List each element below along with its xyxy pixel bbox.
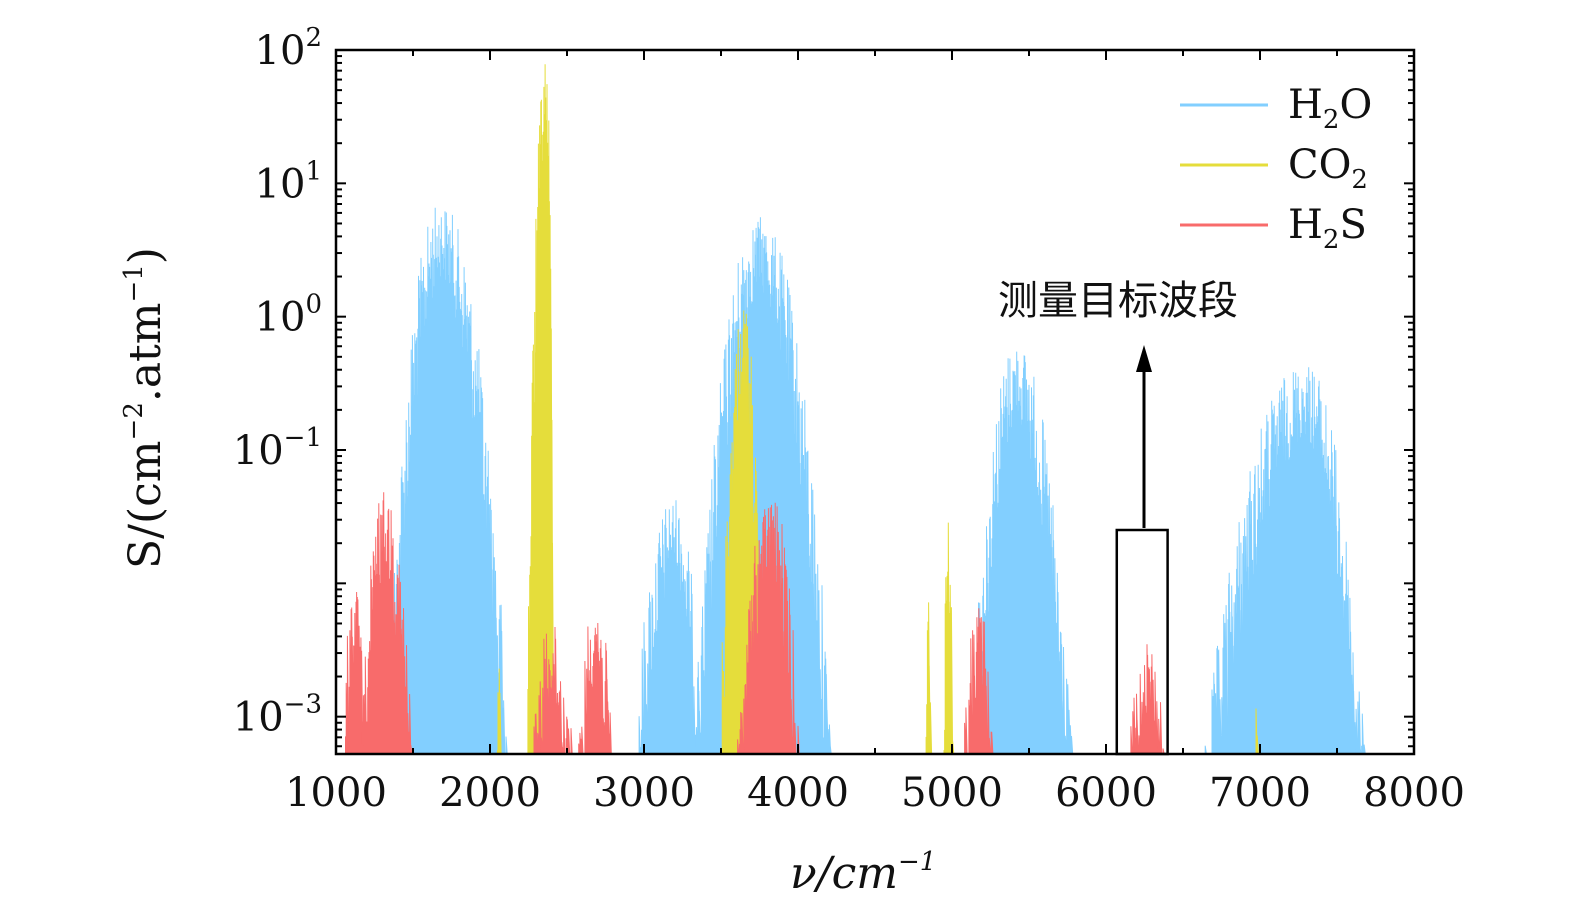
band-h2o-4 xyxy=(1198,367,1369,754)
band-co2-3 xyxy=(924,602,933,754)
band-h2s-0 xyxy=(340,591,368,754)
band-h2s-2 xyxy=(528,626,578,754)
annotation-target-box xyxy=(1115,528,1169,756)
band-h2s-6 xyxy=(1126,644,1169,754)
y-axis-title-exp2: −1 xyxy=(119,264,149,302)
band-h2s-3 xyxy=(576,622,618,754)
band-co2-5 xyxy=(1252,708,1261,754)
y-tick-exponent: 1 xyxy=(305,156,322,186)
y-tick-exponent: 2 xyxy=(305,23,322,53)
y-tick-label: 10−1 xyxy=(233,423,322,474)
x-tick-label: 3000 xyxy=(593,770,695,816)
x-axis-title-text: ν/cm xyxy=(790,848,898,899)
series-layer xyxy=(340,64,1369,754)
band-h2s-4 xyxy=(733,502,804,754)
x-tick-label: 1000 xyxy=(285,770,387,816)
x-tick-label: 2000 xyxy=(439,770,541,816)
series-co2 xyxy=(496,64,1261,754)
annotation-arrow-head xyxy=(1136,345,1152,372)
legend-label-co2: CO2 xyxy=(1288,142,1368,195)
band-co2-0 xyxy=(525,64,556,754)
ticks-layer xyxy=(335,49,1415,754)
y-axis-title: S/(cm−2.atm−1) xyxy=(119,247,171,569)
x-tick-label: 4000 xyxy=(747,770,849,816)
band-h2o-1 xyxy=(628,500,707,754)
x-axis-title-exponent: −1 xyxy=(898,847,936,877)
y-tick-base: 10 xyxy=(255,295,306,341)
y-axis-title-close: ) xyxy=(120,247,171,264)
plot-area xyxy=(334,48,1416,756)
y-tick-base: 10 xyxy=(233,428,284,474)
y-tick-base: 10 xyxy=(255,28,306,74)
legend-label-h2s: H2S xyxy=(1288,202,1367,255)
annotation: 测量目标波段 xyxy=(998,278,1238,756)
legend: H2O CO2 H2S xyxy=(1180,82,1372,255)
y-tick-exponent: −3 xyxy=(284,690,322,720)
y-tick-exponent: 0 xyxy=(305,290,322,320)
band-co2-4 xyxy=(942,522,955,754)
y-tick-label: 10−3 xyxy=(233,690,322,741)
band-co2-1 xyxy=(496,668,504,754)
x-tick-labels: 1000 2000 3000 4000 5000 6000 7000 8000 xyxy=(285,770,1465,816)
y-tick-base: 10 xyxy=(233,695,284,741)
x-tick-label: 7000 xyxy=(1209,770,1311,816)
x-axis-title: ν/cm−1 xyxy=(790,847,936,899)
x-tick-label: 8000 xyxy=(1363,770,1465,816)
x-tick-label: 5000 xyxy=(901,770,1003,816)
y-tick-label: 100 xyxy=(255,290,322,341)
band-h2o-0 xyxy=(382,207,514,754)
y-tick-label: 101 xyxy=(255,156,322,207)
series-h2s xyxy=(340,492,1169,754)
x-tick-label: 6000 xyxy=(1055,770,1157,816)
legend-label-h2o: H2O xyxy=(1288,82,1372,135)
band-h2s-1 xyxy=(359,492,417,754)
y-tick-label: 102 xyxy=(255,23,322,74)
annotation-text: 测量目标波段 xyxy=(998,278,1238,324)
y-axis-title-exp1: −2 xyxy=(119,402,149,440)
band-h2s-5 xyxy=(959,608,996,754)
y-tick-exponent: −1 xyxy=(284,423,322,453)
y-axis-title-part1: S/(cm xyxy=(120,440,171,569)
y-axis-title-part2: .atm xyxy=(120,303,171,403)
y-tick-base: 10 xyxy=(255,161,306,207)
